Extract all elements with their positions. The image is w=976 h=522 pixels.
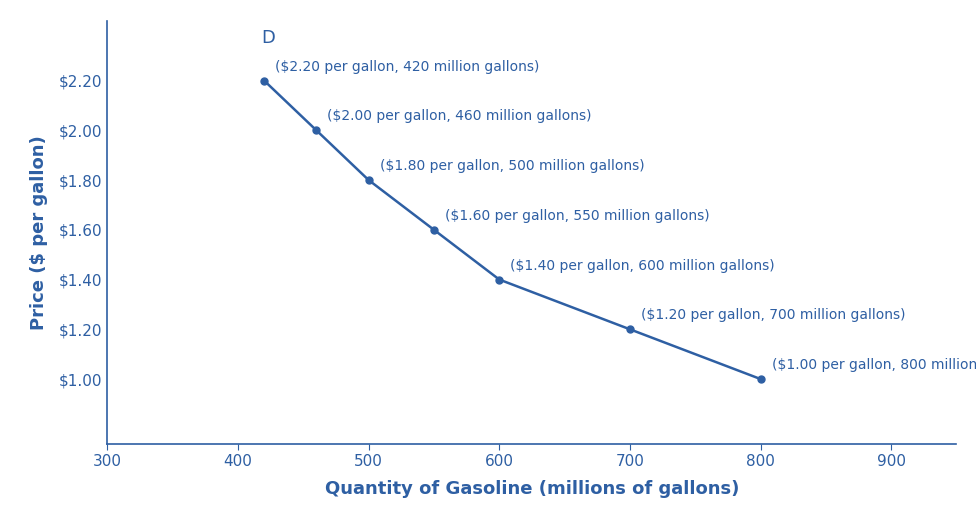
Point [492,276,508,284]
Y-axis label: Price ($ per gallon): Price ($ per gallon) [29,135,48,330]
Text: ($2.20 per gallon, 420 million gallons): ($2.20 per gallon, 420 million gallons) [275,60,540,74]
Text: ($1.40 per gallon, 600 million gallons): ($1.40 per gallon, 600 million gallons) [510,258,775,272]
Text: ($1.80 per gallon, 500 million gallons): ($1.80 per gallon, 500 million gallons) [380,159,644,173]
Text: ($1.00 per gallon, 800 million gallons): ($1.00 per gallon, 800 million gallons) [772,358,976,372]
Point [361,176,377,184]
Text: ($1.20 per gallon, 700 million gallons): ($1.20 per gallon, 700 million gallons) [641,309,906,323]
Point [752,375,768,383]
Text: ($2.00 per gallon, 460 million gallons): ($2.00 per gallon, 460 million gallons) [328,110,592,123]
Text: ($1.60 per gallon, 550 million gallons): ($1.60 per gallon, 550 million gallons) [445,209,710,223]
Point [257,76,272,85]
Point [427,226,442,234]
Text: D: D [262,29,275,47]
Point [622,325,637,334]
X-axis label: Quantity of Gasoline (millions of gallons): Quantity of Gasoline (millions of gallon… [325,480,739,498]
Point [308,126,324,135]
